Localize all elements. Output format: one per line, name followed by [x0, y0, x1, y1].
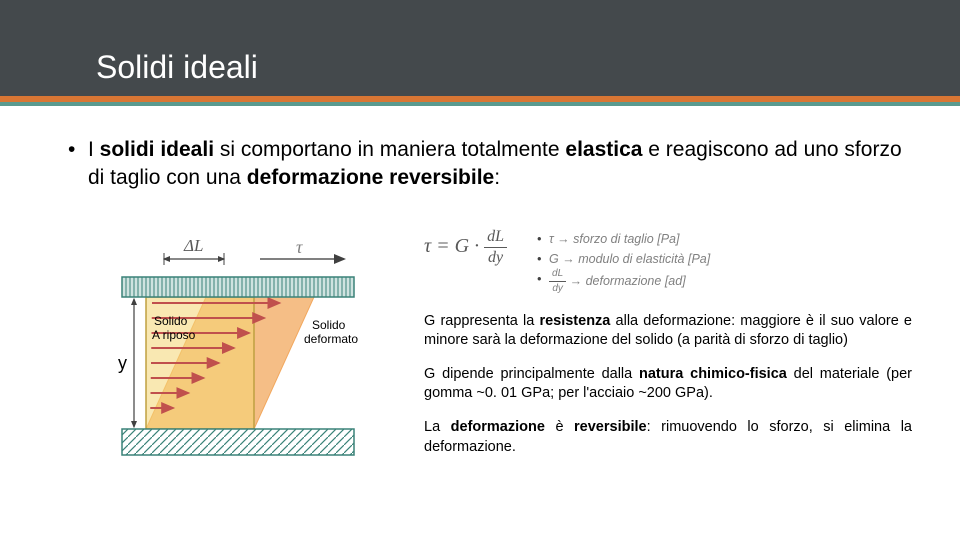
paragraph-3: La deformazione è reversibile: rimuovend…: [424, 418, 912, 457]
svg-text:A riposo: A riposo: [152, 328, 196, 342]
legend-g: G → modulo di elasticità [Pa]: [535, 249, 710, 269]
svg-text:deformato: deformato: [304, 332, 358, 346]
formula: τ = G · dLdy: [424, 229, 507, 294]
paragraph-2: G dipende principalmente dalla natura ch…: [424, 365, 912, 404]
legend-tau: τ → sforzo di taglio [Pa]: [535, 229, 710, 249]
svg-text:Solido: Solido: [312, 318, 346, 332]
svg-text:ΔL: ΔL: [183, 236, 203, 255]
text-column: τ = G · dLdy τ → sforzo di taglio [Pa] G…: [424, 229, 912, 479]
diagram-column: ΔLτySolidoA riposoSolidodeformato: [64, 229, 404, 479]
paragraph-1: G rappresenta la resistenza alla deforma…: [424, 312, 912, 351]
legend-dl: dLdy → deformazione [ad]: [535, 269, 710, 294]
formula-row: τ = G · dLdy τ → sforzo di taglio [Pa] G…: [424, 229, 912, 294]
content-area: I solidi ideali si comportano in maniera…: [0, 106, 960, 479]
shear-diagram: ΔLτySolidoA riposoSolidodeformato: [64, 229, 384, 479]
slide-title: Solidi ideali: [96, 49, 258, 86]
intro-bullet: I solidi ideali si comportano in maniera…: [64, 136, 912, 193]
legend-list: τ → sforzo di taglio [Pa] G → modulo di …: [535, 229, 710, 294]
svg-text:y: y: [118, 353, 127, 373]
main-row: ΔLτySolidoA riposoSolidodeformato τ = G …: [64, 229, 912, 479]
header-band: Solidi ideali: [0, 0, 960, 102]
svg-text:τ: τ: [296, 237, 303, 257]
svg-text:Solido: Solido: [154, 314, 188, 328]
